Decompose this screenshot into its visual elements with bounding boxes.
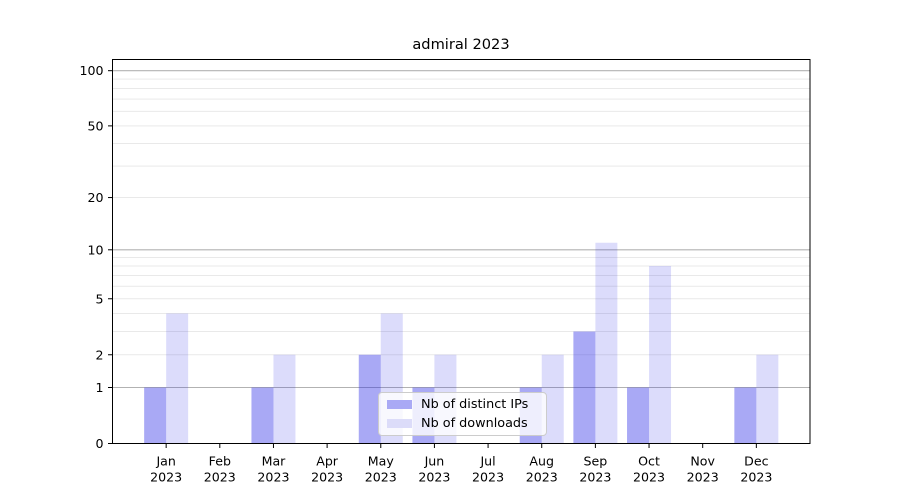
x-tick-label: Nov 2023 <box>687 454 719 485</box>
y-tick-label: 100 <box>79 63 103 78</box>
x-tick-label: Oct 2023 <box>633 454 665 485</box>
bar-downloads <box>273 354 296 444</box>
legend: Nb of distinct IPs Nb of downloads <box>378 392 547 436</box>
chart-title: admiral 2023 <box>412 36 510 53</box>
bar-distinct-ips <box>627 387 650 444</box>
y-tick-label: 1 <box>95 380 103 395</box>
legend-item-downloads: Nb of downloads <box>387 416 538 431</box>
y-tick-label: 50 <box>87 118 103 133</box>
bar-downloads <box>595 242 618 444</box>
bar-distinct-ips <box>734 387 757 444</box>
bar-downloads <box>756 354 779 444</box>
legend-item-distinct-ips: Nb of distinct IPs <box>387 397 538 412</box>
y-tick-label: 20 <box>87 190 103 205</box>
y-tick-label: 0 <box>95 436 103 451</box>
bar-distinct-ips <box>358 354 381 444</box>
x-tick-label: May 2023 <box>365 454 397 485</box>
legend-swatch-downloads-icon <box>387 418 412 429</box>
y-tick-label: 5 <box>95 291 103 306</box>
x-tick-label: Sep 2023 <box>579 454 611 485</box>
x-tick-label: Apr 2023 <box>311 454 343 485</box>
x-tick-label: Mar 2023 <box>257 454 289 485</box>
x-tick-label: Dec 2023 <box>740 454 772 485</box>
plot-border <box>112 59 811 444</box>
x-tick-label: Jun 2023 <box>418 454 450 485</box>
legend-swatch-distinct-ips-icon <box>387 399 412 410</box>
bar-downloads <box>541 354 564 444</box>
y-tick-label: 10 <box>87 242 103 257</box>
x-tick-label: Feb 2023 <box>204 454 236 485</box>
bar-distinct-ips <box>144 387 167 444</box>
bar-downloads <box>649 266 672 444</box>
y-tick-label: 2 <box>95 347 103 362</box>
legend-label-downloads: Nb of downloads <box>421 416 528 431</box>
x-tick-label: Jan 2023 <box>150 454 182 485</box>
bar-downloads <box>166 313 189 444</box>
x-tick-label: Jul 2023 <box>472 454 504 485</box>
bar-distinct-ips <box>573 331 596 444</box>
x-tick-label: Aug 2023 <box>526 454 558 485</box>
legend-label-distinct-ips: Nb of distinct IPs <box>421 397 529 412</box>
bar-distinct-ips <box>251 387 274 444</box>
